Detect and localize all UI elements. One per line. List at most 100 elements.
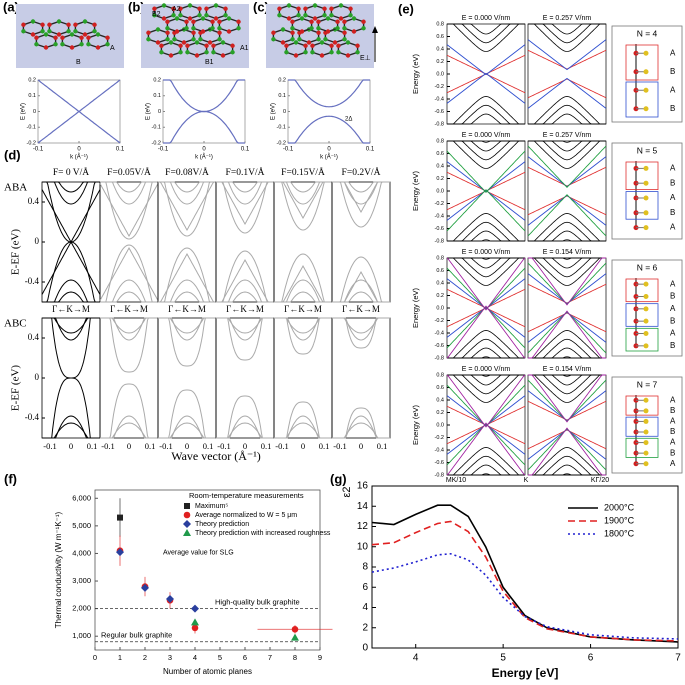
y-tick-label: -0.2 <box>435 84 444 90</box>
x-tick-label: 0 <box>127 441 131 451</box>
y-tick-label: 4 <box>362 602 368 613</box>
field-label: E = 0.257 V/nm <box>543 15 592 22</box>
lattice-atom <box>325 16 331 21</box>
band-curve <box>42 181 100 193</box>
y-tick-label: 0.8 <box>436 21 444 27</box>
band-curve <box>446 161 526 193</box>
x-tick-label: 9 <box>318 653 322 662</box>
band-curve <box>158 181 216 237</box>
lattice-atom <box>322 13 327 18</box>
band-curve <box>446 305 526 359</box>
band-curve <box>42 181 100 243</box>
lattice-atom <box>277 13 282 18</box>
layer-label: A <box>670 395 676 404</box>
x-tick-label: 1 <box>118 653 122 662</box>
y-axis-label: Energy (eV) <box>411 53 420 94</box>
lattice-atom <box>316 19 321 24</box>
lattice-atom <box>79 42 84 47</box>
lattice-atom <box>178 50 183 55</box>
lattice-atom <box>194 40 200 45</box>
field-label: E = 0.000 V/nm <box>462 132 511 139</box>
y-tick-label: -0.2 <box>27 140 36 146</box>
y-tick-label: -0.6 <box>435 343 444 349</box>
y-tick-label: -0.2 <box>152 140 161 146</box>
band-curve <box>99 246 159 301</box>
lattice-atom <box>95 45 101 50</box>
x-tick-label: 0 <box>327 147 331 153</box>
x-tick-label: 0 <box>359 441 363 451</box>
band-curve <box>446 171 526 192</box>
layer-atom <box>643 106 649 112</box>
band-curve <box>447 23 525 35</box>
band-curve <box>527 78 607 99</box>
band-curve <box>158 247 216 303</box>
band-curve <box>447 374 525 403</box>
band-curve <box>528 221 606 242</box>
x-tick-label: 0 <box>301 441 305 451</box>
lattice-atom <box>236 19 241 24</box>
band-curve <box>528 23 606 52</box>
plot-frame <box>331 317 391 439</box>
band-curve <box>527 77 607 109</box>
legend-label: Average normalized to W = 5 μm <box>195 512 297 519</box>
y-tick-label: 0.8 <box>436 372 444 378</box>
band-curve <box>274 401 332 439</box>
layer-label: B <box>670 104 675 113</box>
lattice-atom <box>207 40 213 45</box>
band-curve <box>527 400 607 421</box>
lattice-atom <box>34 42 39 47</box>
x-tick-label: -0.1 <box>43 441 56 451</box>
lattice-atom <box>303 6 308 11</box>
layer-group <box>625 327 659 352</box>
lattice-atom <box>204 6 209 11</box>
lattice-atom <box>204 43 209 48</box>
line-series <box>371 520 679 642</box>
band-curve <box>447 330 525 359</box>
field-header: F=0.1V/Å <box>226 166 265 178</box>
band-curve <box>216 181 274 193</box>
layer-atom <box>643 306 649 312</box>
plot-frame <box>287 79 371 144</box>
x-tick-label: 0.1 <box>87 441 98 451</box>
lattice-atom <box>152 13 157 18</box>
band-curve <box>216 181 274 234</box>
layer-atom <box>643 210 649 216</box>
y-tick-label: 0.0 <box>436 71 444 77</box>
lattice-atom <box>345 53 351 58</box>
layer-atom <box>643 225 649 231</box>
y-tick-label: -0.8 <box>435 355 444 361</box>
band-curve <box>100 422 158 439</box>
lattice-atom <box>319 53 325 58</box>
y-tick-label: 0 <box>35 236 40 246</box>
lattice-atom <box>286 16 292 21</box>
lattice-atom <box>286 3 292 8</box>
x-tick-label: 8 <box>293 653 297 662</box>
y-tick-label: 0.2 <box>436 176 444 182</box>
band-curve <box>447 221 525 242</box>
stacking-label: ABA <box>4 182 27 194</box>
x-tick-label: 4 <box>413 653 419 664</box>
lattice-atom <box>213 16 219 21</box>
reference-label: High-quality bulk graphite <box>215 598 300 607</box>
lattice-atom <box>165 37 170 42</box>
layer-group <box>625 303 659 327</box>
lattice-atom <box>325 29 331 34</box>
y-tick-label: 0.4 <box>436 163 444 169</box>
band-curve <box>216 395 274 439</box>
band-curve <box>446 422 526 476</box>
layer-atom <box>643 429 649 435</box>
plot-frame <box>215 317 275 439</box>
band-curve <box>42 317 100 334</box>
lattice-atom <box>230 43 235 48</box>
panel-label: (c) <box>253 0 269 14</box>
band-curve <box>528 257 606 286</box>
band-curve <box>527 428 607 471</box>
plot-frame <box>527 23 607 125</box>
annotation: Average value for SLG <box>163 550 234 557</box>
panel-label: (e) <box>398 1 414 16</box>
band-curve <box>42 181 100 205</box>
band-curve <box>528 213 606 242</box>
band-curve <box>216 181 274 205</box>
lattice-atom <box>322 6 327 11</box>
lattice-atom <box>66 22 71 27</box>
